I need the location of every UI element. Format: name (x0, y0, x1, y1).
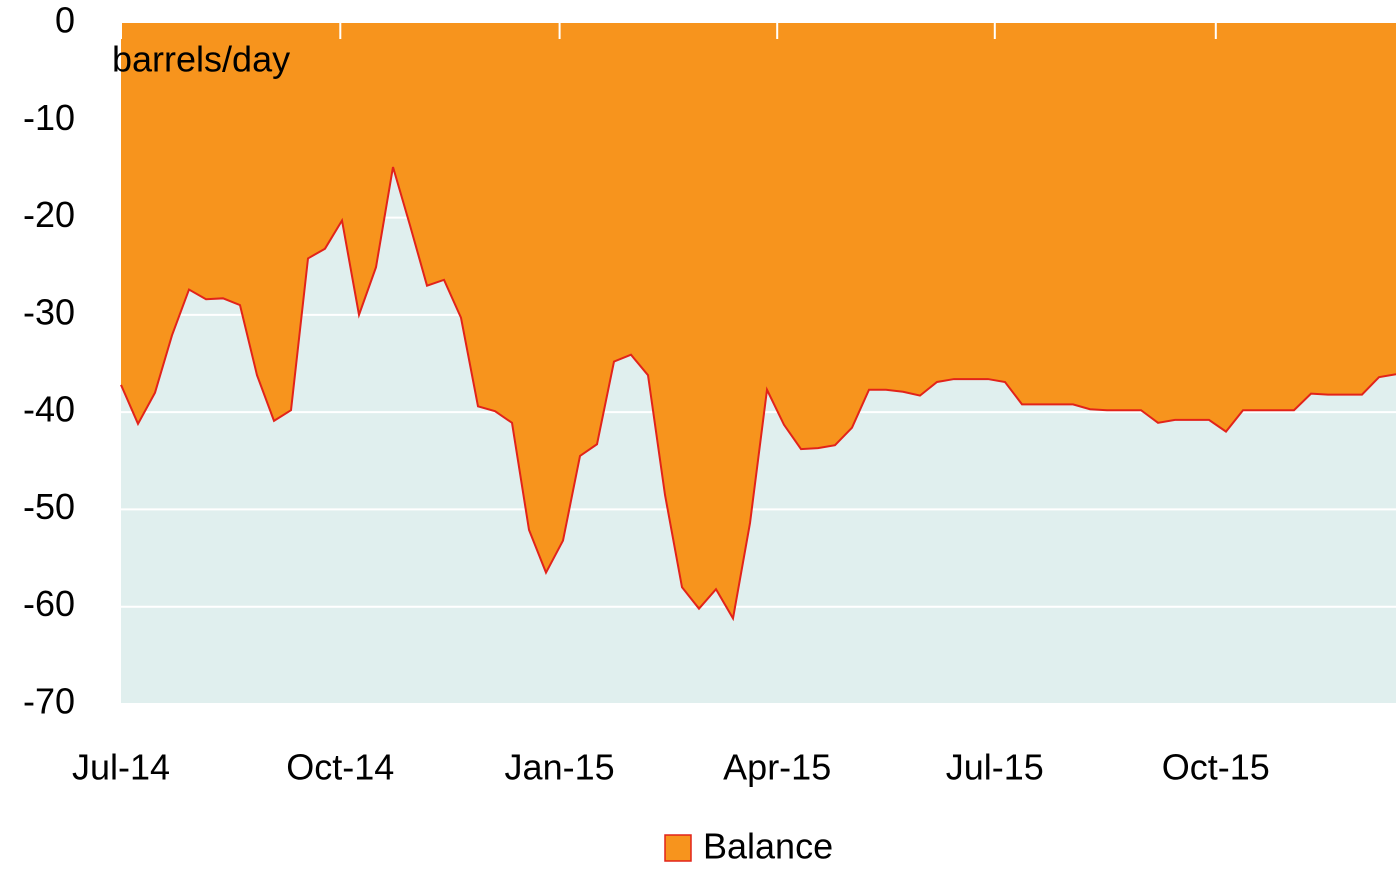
legend-label: Balance (703, 826, 833, 867)
y-tick-label: -50 (23, 486, 75, 527)
annotation: barrels/day (112, 39, 290, 80)
y-tick-label: -40 (23, 389, 75, 430)
y-tick-label: 0 (55, 0, 75, 41)
y-tick-label: -20 (23, 194, 75, 235)
x-tick-label: Oct-15 (1162, 747, 1270, 788)
x-tick-label: Jul-14 (72, 747, 170, 788)
y-tick-label: -60 (23, 583, 75, 624)
x-tick-label: Apr-15 (723, 747, 831, 788)
area-line (120, 166, 1396, 622)
legend-swatch (664, 834, 692, 862)
x-tick-label: Oct-14 (286, 747, 394, 788)
x-tick-label: Jan-15 (505, 747, 615, 788)
y-tick-label: -70 (23, 681, 75, 722)
y-tick-label: -10 (23, 97, 75, 138)
y-tick-label: -30 (23, 291, 75, 332)
area (121, 23, 1396, 619)
x-tick-label: Jul-15 (946, 747, 1044, 788)
